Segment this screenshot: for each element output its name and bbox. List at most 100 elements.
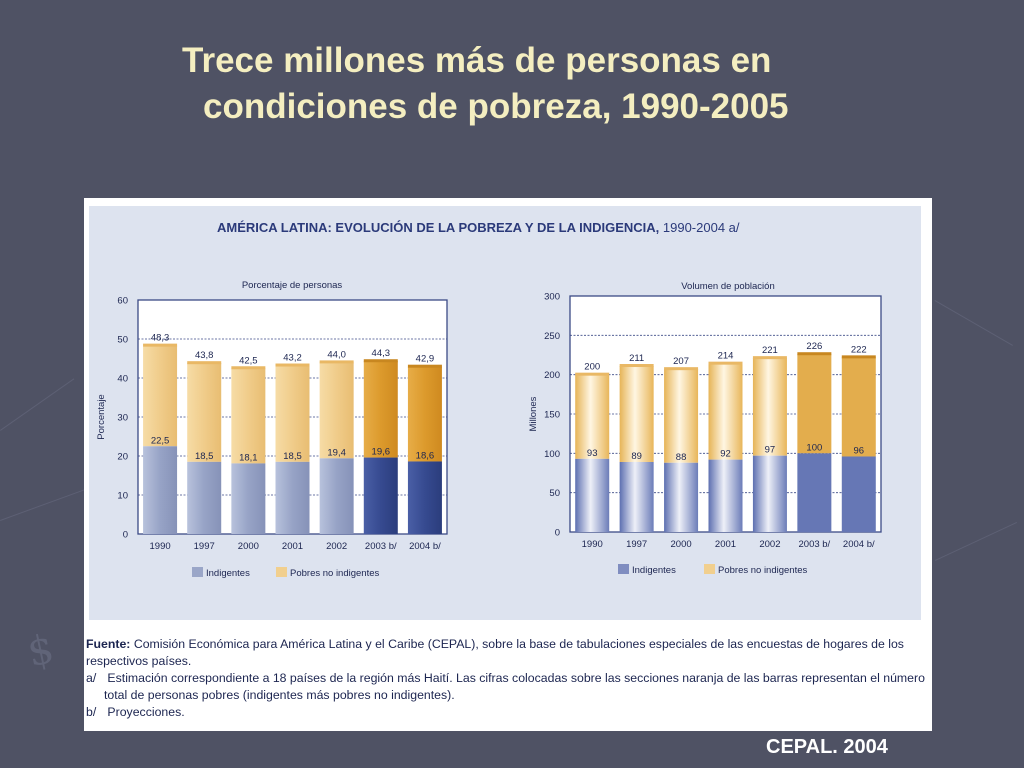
slide-title-line-1: Trece millones más de personas en [182,41,772,80]
chart2-y-tick-label: 150 [544,410,560,421]
chart2-x-tick-label: 1990 [582,539,603,550]
chart1-indigentes-label: 18,6 [416,450,435,461]
chart1-y-tick-label: 0 [123,530,128,541]
fuente-note: Fuente: Comisión Económica para América … [86,637,928,653]
chart1-bar-pobres-no-indigentes [363,361,398,458]
charts-svg: Porcentaje de personas 0 10 20 30 40 50 60 Porce… [96,280,882,579]
chart1-y-tick-label: 60 [117,296,128,307]
chart2-bar-top-cap [841,355,876,359]
chart1-bar-indigentes [275,461,310,534]
figure-title-main: AMÉRICA LATINA: EVOLUCIÓN DE LA POBREZA … [217,220,660,235]
chart1-indigentes-label: 18,1 [239,452,258,463]
chart2-total-label: 222 [851,344,867,355]
chart1-title: Porcentaje de personas [242,280,343,291]
chart1-legend-swatch [192,567,203,577]
chart2-bar-top-cap [708,361,743,365]
chart2-bar-indigentes [797,453,832,532]
chart1-y-tick-label: 40 [117,374,128,385]
chart1-bar-top-cap [319,360,354,364]
chart2-indigentes-label: 97 [765,445,776,456]
chart2-bar-indigentes [708,459,743,532]
fuente-label: Fuente: [86,637,131,651]
note-b-marker: b/ [86,705,97,719]
chart2-indigentes-label: 96 [853,445,864,456]
chart1-y-axis-label: Porcentaje [96,394,107,439]
chart1-bar-pobres-no-indigentes [275,365,310,462]
chart1-bar-pobres-no-indigentes [187,363,222,462]
note-b: b/ Proyecciones. [86,705,185,721]
chart2-y-tick-label: 0 [555,528,560,539]
chart2-x-tick-label: 2001 [715,539,736,550]
note-a-text-2: total de personas pobres (indigentes más… [104,688,455,702]
chart1-indigentes-label: 18,5 [283,451,302,462]
chart1-y-tick-label: 10 [117,491,128,502]
chart2-y-tick-label: 300 [544,292,560,303]
chart1-legend-swatch [276,567,287,577]
note-a-marker: a/ [86,671,97,685]
chart1-total-label: 44,0 [327,349,346,360]
chart2-bar-pobres-no-indigentes [664,369,699,463]
chart2-bar-pobres-no-indigentes [797,354,832,454]
chart2-y-tick-label: 200 [544,370,560,381]
chart2-bar-top-cap [752,356,787,360]
chart2-y-axis-label: Millones [528,396,539,431]
chart2-y-tick-label: 250 [544,331,560,342]
note-a-continuation: total de personas pobres (indigentes más… [104,688,455,704]
chart1-bar-top-cap [363,359,398,363]
chart1-y-tick-label: 20 [117,452,128,463]
chart2-bar-pobres-no-indigentes [752,358,787,456]
chart1-indigentes-label: 19,6 [372,447,391,458]
chart2-title: Volumen de población [681,281,775,292]
chart2-x-tick-label: 2003 b/ [799,539,831,550]
chart2-legend-swatch [618,564,629,574]
chart1-legend-label: Pobres no indigentes [290,568,380,579]
chart1-bar-pobres-no-indigentes [407,366,442,462]
chart1-bar-top-cap [143,343,178,347]
chart1-y-tick-label: 50 [117,335,128,346]
chart2-total-label: 211 [629,353,644,364]
chart2-bar-top-cap [797,352,832,356]
fuente-text: Comisión Económica para América Latina y… [133,637,904,651]
background-decoration [0,489,85,521]
chart2-indigentes-label: 89 [631,451,642,462]
chart1-legend-label: Indigentes [206,568,250,579]
chart2-x-tick-label: 2004 b/ [843,539,875,550]
chart1-x-tick-label: 2001 [282,541,303,552]
chart1-bar-pobres-no-indigentes [231,368,266,464]
chart1-bar-indigentes [407,461,442,534]
chart2-indigentes-label: 100 [806,442,822,453]
chart1-y-tick-label: 30 [117,413,128,424]
chart2-indigentes-label: 92 [720,449,731,460]
chart2-bar-pobres-no-indigentes [708,363,743,460]
chart2-total-label: 226 [806,341,822,352]
background-decoration [935,521,1017,561]
chart2-y-tick-label: 100 [544,449,560,460]
chart1-x-tick-label: 1997 [194,541,215,552]
chart2-y-tick-label: 50 [549,488,560,499]
chart1-indigentes-label: 18,5 [195,451,214,462]
chart1-bar-indigentes [143,446,178,534]
chart1-bar-indigentes [319,458,354,534]
chart1-bar-top-cap [275,363,310,367]
chart2-bar-indigentes [575,458,610,532]
chart2-indigentes-label: 93 [587,448,598,459]
chart1-total-label: 42,5 [239,355,258,366]
chart2-legend-label: Pobres no indigentes [718,565,808,576]
chart2-bar-top-cap [619,364,654,368]
figure-title: AMÉRICA LATINA: EVOLUCIÓN DE LA POBREZA … [217,220,740,235]
chart2-bar-top-cap [575,372,610,376]
chart2-bar-indigentes [664,462,699,532]
chart1-bar-pobres-no-indigentes [143,345,178,447]
fuente-text-2: respectivos países. [86,654,192,668]
chart2-bar-top-cap [664,367,699,371]
chart1-total-label: 43,8 [195,350,214,361]
chart1-indigentes-label: 22,5 [151,435,170,446]
chart2-bar-pobres-no-indigentes [575,374,610,459]
chart1-bar-top-cap [187,361,222,365]
fuente-note-continuation: respectivos países. [86,654,191,670]
figure-panel: AMÉRICA LATINA: EVOLUCIÓN DE LA POBREZA … [84,198,932,731]
dollar-sign-decoration: $ [23,625,58,677]
chart2-bar-indigentes [841,456,876,532]
source-credit: CEPAL. 2004 [766,736,888,758]
chart1-bar-indigentes [231,463,266,534]
